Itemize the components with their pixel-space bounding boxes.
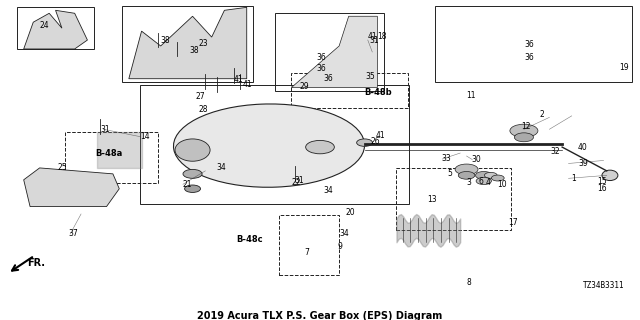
Text: 37: 37 (68, 229, 78, 238)
Bar (65, 132, 157, 183)
Text: 27: 27 (196, 92, 205, 101)
Text: B-48a: B-48a (96, 148, 123, 157)
Text: 32: 32 (550, 147, 560, 156)
Text: 10: 10 (497, 180, 507, 189)
Circle shape (484, 172, 497, 178)
Text: 36: 36 (317, 64, 326, 73)
Text: 3: 3 (467, 178, 472, 187)
Ellipse shape (602, 170, 618, 180)
Text: 20: 20 (346, 208, 355, 217)
Text: 11: 11 (467, 91, 476, 100)
Ellipse shape (184, 185, 200, 192)
Circle shape (476, 177, 492, 185)
Text: 34: 34 (217, 164, 227, 172)
Text: 36: 36 (317, 53, 326, 62)
Polygon shape (291, 16, 378, 88)
Text: B-48c: B-48c (236, 236, 262, 244)
Text: FR.: FR. (27, 258, 45, 268)
Circle shape (476, 172, 492, 179)
Text: 36: 36 (524, 40, 534, 49)
Text: 35: 35 (366, 72, 376, 81)
Text: 38: 38 (161, 36, 170, 45)
Text: 25: 25 (58, 164, 67, 172)
Text: 5: 5 (447, 169, 452, 178)
Text: 21: 21 (183, 180, 193, 189)
Text: 40: 40 (578, 143, 588, 152)
Bar (291, 73, 408, 108)
Text: 29: 29 (300, 82, 309, 91)
Polygon shape (24, 168, 119, 207)
Text: 34: 34 (339, 229, 349, 238)
Circle shape (515, 133, 534, 142)
Text: 34: 34 (323, 186, 333, 195)
Text: 41: 41 (376, 131, 386, 140)
Text: 38: 38 (189, 46, 199, 55)
Ellipse shape (183, 169, 202, 178)
Text: B-48b: B-48b (365, 88, 392, 97)
Circle shape (492, 175, 504, 181)
Text: 24: 24 (40, 21, 49, 30)
Text: 26: 26 (371, 137, 381, 146)
Bar (140, 85, 409, 204)
Text: 2019 Acura TLX P.S. Gear Box (EPS) Diagram: 2019 Acura TLX P.S. Gear Box (EPS) Diagr… (197, 311, 443, 320)
Text: 28: 28 (199, 105, 209, 115)
Text: 9: 9 (337, 242, 342, 251)
Text: 17: 17 (508, 219, 518, 228)
Text: 13: 13 (427, 195, 436, 204)
Text: 6: 6 (478, 177, 483, 186)
Text: 19: 19 (620, 63, 629, 72)
Bar (435, 6, 632, 82)
Text: 23: 23 (199, 39, 209, 48)
Text: 39: 39 (578, 159, 588, 168)
Bar (278, 215, 339, 275)
Text: 31: 31 (100, 125, 110, 134)
Text: 18: 18 (378, 32, 387, 41)
Ellipse shape (306, 140, 334, 154)
Bar (17, 7, 94, 49)
Text: 41: 41 (243, 80, 252, 89)
Text: 36: 36 (524, 53, 534, 62)
Circle shape (455, 164, 478, 175)
Text: 36: 36 (323, 74, 333, 83)
Text: 41: 41 (234, 75, 244, 84)
Circle shape (510, 124, 538, 137)
Text: 12: 12 (521, 122, 530, 131)
Ellipse shape (173, 104, 365, 187)
Text: 41: 41 (368, 32, 378, 41)
Polygon shape (129, 7, 246, 79)
Text: 33: 33 (441, 155, 451, 164)
Bar (275, 13, 384, 91)
Text: 1: 1 (572, 174, 577, 183)
Text: 15: 15 (597, 177, 607, 186)
Ellipse shape (175, 139, 210, 161)
Text: TZ34B3311: TZ34B3311 (583, 281, 625, 291)
Text: 22: 22 (291, 178, 301, 187)
Bar (122, 6, 253, 82)
Text: 14: 14 (140, 132, 150, 141)
Circle shape (458, 172, 475, 179)
Text: 30: 30 (472, 155, 481, 164)
Text: 2: 2 (540, 110, 545, 119)
Bar (396, 168, 511, 230)
Text: 31: 31 (294, 176, 304, 185)
Text: 7: 7 (304, 248, 309, 257)
Text: 31: 31 (370, 36, 380, 44)
Polygon shape (24, 10, 88, 49)
Text: 4: 4 (486, 178, 490, 187)
Text: 16: 16 (597, 184, 607, 193)
Text: 8: 8 (467, 278, 471, 287)
Ellipse shape (356, 139, 372, 146)
